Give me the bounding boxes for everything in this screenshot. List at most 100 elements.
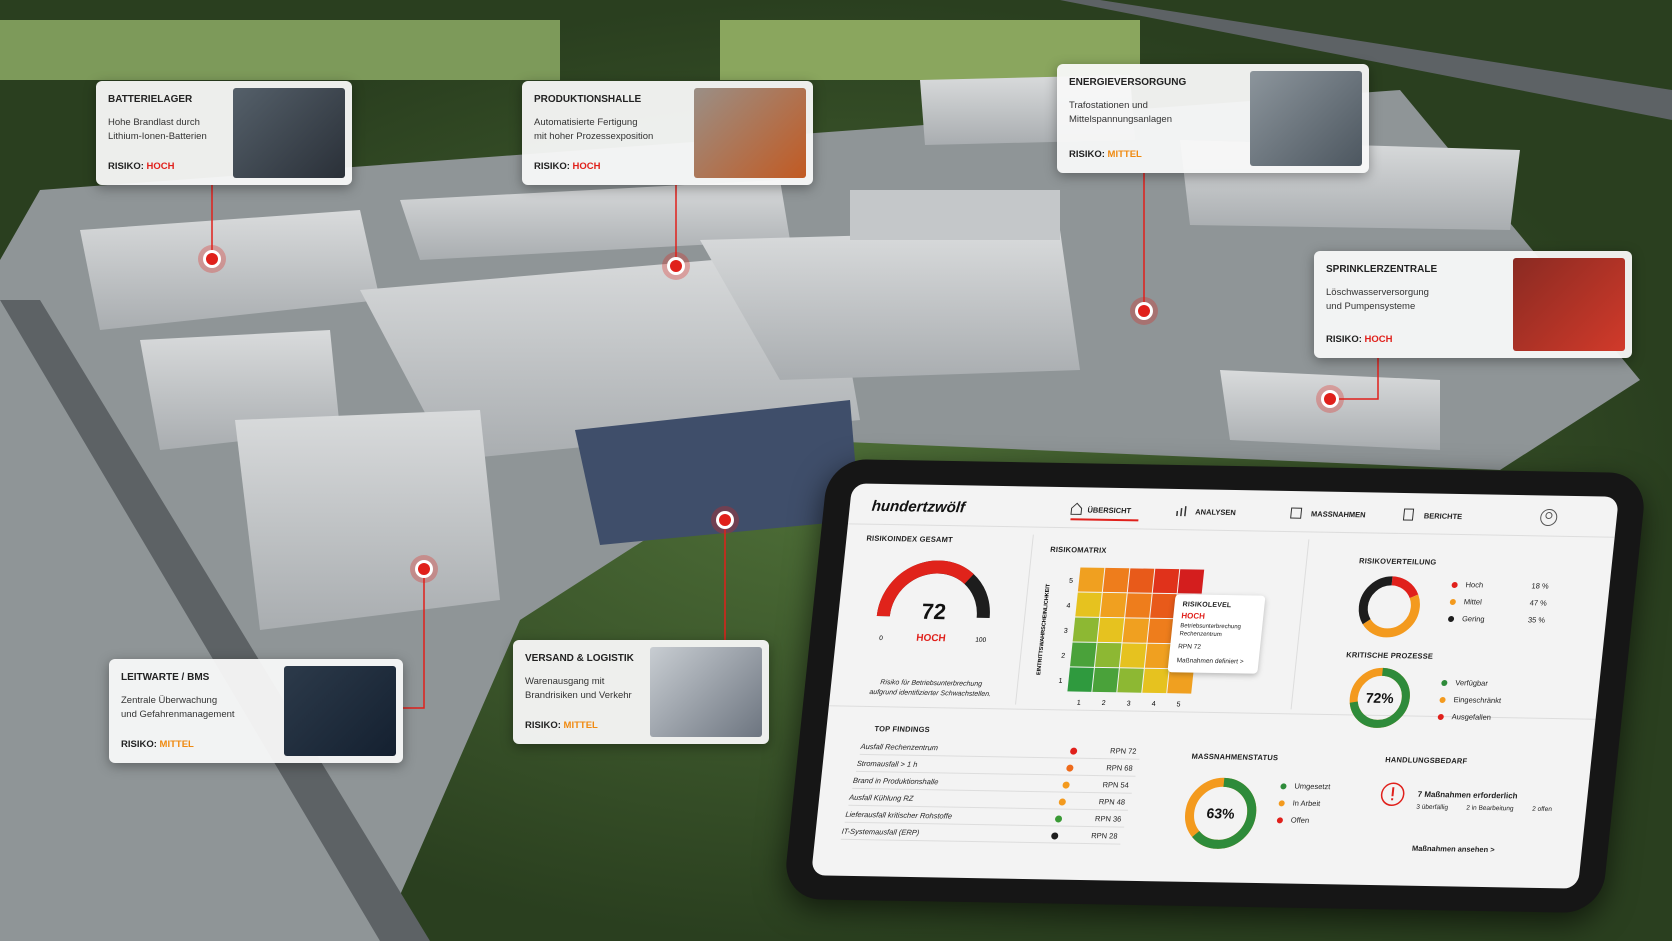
callout-title: LEITWARTE / BMS: [121, 672, 210, 683]
tablet: hundertzwölf ÜBERSICHT ANALYSEN MASSNAHM…: [782, 458, 1648, 914]
legend-dot: [1439, 696, 1446, 704]
legend-item: Ausgefallen: [1437, 712, 1558, 726]
risk-value: MITTEL: [563, 720, 598, 731]
section-title: RISIKOVERTEILUNG: [1358, 556, 1437, 567]
y-tick-label: 3: [1063, 628, 1068, 635]
matrix-cell: [1142, 668, 1169, 694]
legend-dot: [1441, 679, 1448, 687]
finding-name: Brand in Produktionshalle: [852, 775, 939, 787]
divider: [847, 523, 1615, 538]
road: [1060, 0, 1672, 120]
finding-dot: [1050, 832, 1059, 840]
legend-item: Gering 35 %: [1447, 614, 1568, 628]
callout-image: [284, 666, 396, 756]
gauge-value: [876, 560, 974, 617]
legend: Umgesetzt In Arbeit Offen: [1275, 781, 1381, 843]
description: Risiko für Betriebsunterbrechung: [879, 679, 983, 688]
matrix-cell: [1147, 618, 1175, 644]
tooltip-link[interactable]: Maßnahmen definiert >: [1176, 657, 1244, 666]
section-title: KRITISCHE PROZESSE: [1345, 650, 1434, 661]
legend-label: Gering: [1461, 614, 1486, 624]
matrix-cell: [1070, 642, 1097, 667]
callout-risk: RISIKO: MITTEL: [121, 739, 194, 750]
callout-image: [694, 88, 806, 178]
road: [0, 300, 430, 941]
gauge: 72 HOCH 0 100: [876, 560, 990, 644]
action-detail: 2 in Bearbeitung: [1465, 804, 1514, 813]
building: [235, 410, 500, 630]
finding-dot: [1069, 747, 1078, 755]
finding-rpn: RPN 36: [1094, 814, 1122, 824]
finding-rpn: RPN 68: [1105, 763, 1134, 773]
callout: BATTERIELAGER Hohe Brandlast durch Lithium…: [96, 81, 352, 185]
matrix-cell: [1117, 668, 1144, 693]
gauge-value-label: 72: [920, 599, 947, 624]
finding-row: IT-Systemausfall (ERP) RPN 28: [840, 824, 1122, 845]
connector-lines: [211, 173, 1379, 709]
matrix-cell: [1067, 667, 1094, 692]
finding-dot: [1066, 764, 1074, 772]
legend-dot: [1449, 598, 1457, 606]
callout-text: Hohe Brandlast durch: [108, 117, 200, 128]
callout-text: und Gefahrenmanagement: [121, 709, 235, 720]
x-tick-label: 5: [1176, 701, 1181, 708]
donut-label: 72%: [1365, 690, 1395, 706]
tooltip-title: RISIKOLEVEL: [1182, 601, 1232, 610]
warning-icon: [1380, 782, 1405, 807]
finding-dot: [1054, 815, 1063, 823]
risk-value: HOCH: [572, 161, 601, 172]
risk-label: RISIKO:: [534, 161, 570, 172]
gauge-level: HOCH: [916, 633, 946, 644]
risk-distribution-donut: [1358, 576, 1420, 638]
legend-label: In Arbeit: [1292, 798, 1321, 809]
callout: PRODUKTIONSHALLE Automatisierte Fertigung…: [522, 81, 813, 185]
callout-risk: RISIKO: HOCH: [534, 161, 601, 172]
finding-rpn: RPN 72: [1109, 746, 1137, 756]
callout-image: [1250, 71, 1362, 166]
y-axis-label: EINTRITTSWAHRSCHEINLICHKEIT: [1036, 583, 1052, 675]
matrix-cell: [1167, 669, 1194, 694]
legend-label: Offen: [1290, 815, 1310, 825]
critical-processes-donut: 72%: [1349, 667, 1410, 728]
finding-dot: [1062, 781, 1070, 789]
donut-segment: [1349, 667, 1410, 728]
callout-title: SPRINKLERZENTRALE: [1326, 264, 1438, 275]
matrix-cell: [1094, 642, 1122, 668]
legend-item: Offen: [1276, 815, 1397, 829]
matrix-cell: [1092, 667, 1119, 693]
y-tick-label: 4: [1066, 603, 1071, 610]
callout-risk: RISIKO: MITTEL: [525, 720, 598, 731]
action-headline: 7 Maßnahmen erforderlich: [1417, 789, 1519, 801]
legend-item: Hoch 18 %: [1451, 580, 1572, 594]
y-tick-label: 2: [1061, 653, 1066, 660]
matrix-cell: [1152, 568, 1180, 594]
callout-image: [650, 647, 762, 737]
building: [400, 180, 790, 260]
finding-name: Stromausfall > 1 h: [856, 758, 918, 769]
matrix-cell: [1125, 593, 1152, 618]
donut-segment: [1185, 777, 1257, 849]
finding-name: Ausfall Kühlung RZ: [848, 792, 914, 803]
callout: SPRINKLERZENTRALE Löschwasserversorgung un…: [1314, 251, 1632, 358]
matrix-cell: [1177, 569, 1205, 594]
callout: LEITWARTE / BMS Zentrale Überwachung und G…: [109, 659, 403, 763]
user-icon[interactable]: [1538, 507, 1560, 527]
x-tick-label: 2: [1101, 700, 1106, 707]
finding-name: IT-Systemausfall (ERP): [841, 826, 920, 838]
risk-value: MITTEL: [159, 739, 194, 750]
x-tick-label: 3: [1126, 700, 1131, 707]
y-tick-label: 5: [1069, 578, 1074, 585]
callout-text: und Pumpensysteme: [1326, 301, 1416, 312]
finding-rpn: RPN 48: [1098, 797, 1126, 807]
callout-text: Zentrale Überwachung: [121, 695, 218, 706]
risk-label: RISIKO:: [108, 161, 144, 172]
risk-value: MITTEL: [1107, 149, 1142, 160]
action-link[interactable]: Maßnahmen ansehen >: [1411, 843, 1496, 855]
legend-label: Mittel: [1463, 597, 1483, 607]
y-tick-label: 1: [1058, 678, 1063, 685]
finding-name: Ausfall Rechenzentrum: [860, 741, 939, 753]
matrix-cell: [1144, 643, 1172, 669]
legend-dot: [1276, 817, 1284, 824]
finding-rpn: RPN 54: [1102, 780, 1130, 790]
action-detail: 2 offen: [1531, 805, 1553, 814]
